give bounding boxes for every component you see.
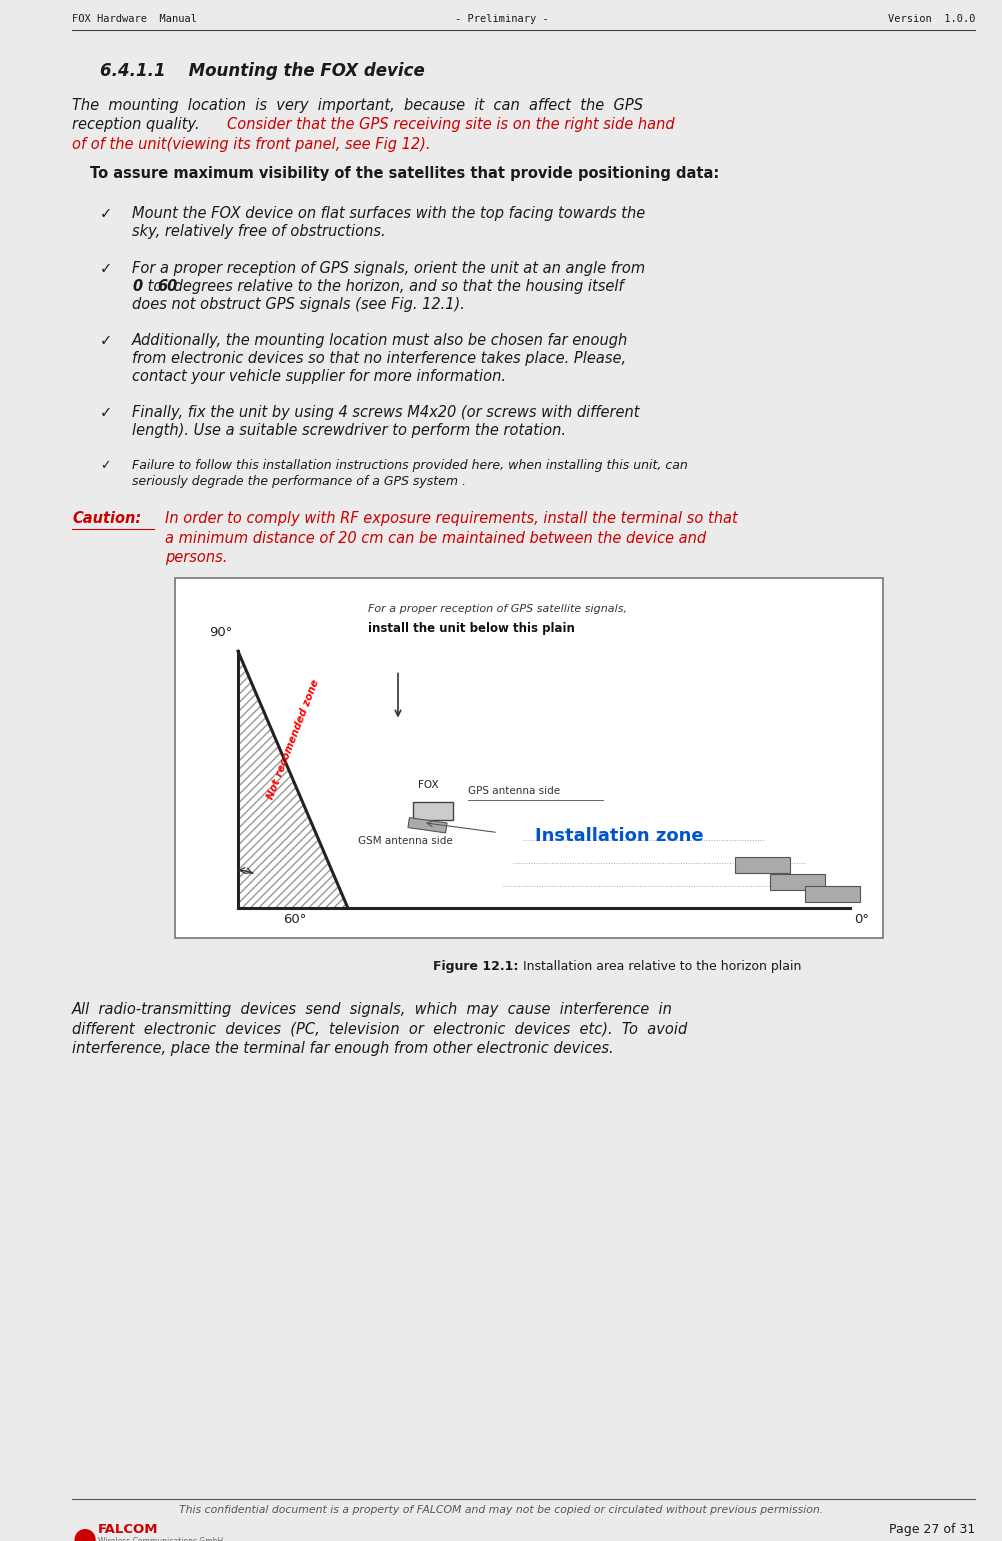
Text: For a proper reception of GPS signals, orient the unit at an angle from: For a proper reception of GPS signals, o… (132, 262, 644, 276)
Text: different  electronic  devices  (PC,  television  or  electronic  devices  etc).: different electronic devices (PC, televi… (72, 1022, 686, 1037)
Text: contact your vehicle supplier for more information.: contact your vehicle supplier for more i… (132, 370, 505, 384)
Text: 0: 0 (132, 279, 142, 294)
Text: FALCOM: FALCOM (98, 1523, 158, 1536)
Text: Figure 12.1:: Figure 12.1: (433, 960, 518, 974)
Text: 60: 60 (157, 279, 177, 294)
Text: Installation zone: Installation zone (534, 828, 702, 846)
Text: to: to (143, 279, 167, 294)
Text: seriously degrade the performance of a GPS system .: seriously degrade the performance of a G… (132, 475, 466, 488)
Text: persons.: persons. (165, 550, 227, 566)
Text: ●: ● (72, 1526, 96, 1541)
Text: GPS antenna side: GPS antenna side (468, 786, 559, 795)
Text: does not obstruct GPS signals (see Fig. 12.1).: does not obstruct GPS signals (see Fig. … (132, 297, 464, 313)
Text: reception quality.: reception quality. (72, 117, 204, 133)
Polygon shape (237, 652, 348, 908)
FancyBboxPatch shape (770, 874, 825, 891)
Text: 90°: 90° (209, 626, 232, 640)
Text: Mount the FOX device on flat surfaces with the top facing towards the: Mount the FOX device on flat surfaces wi… (132, 206, 644, 222)
Text: 60°: 60° (283, 914, 306, 926)
Text: length). Use a suitable screwdriver to perform the rotation.: length). Use a suitable screwdriver to p… (132, 424, 565, 438)
Text: Failure to follow this installation instructions provided here, when installing : Failure to follow this installation inst… (132, 459, 687, 472)
FancyBboxPatch shape (734, 857, 790, 874)
Text: In order to comply with RF exposure requirements, install the terminal so that: In order to comply with RF exposure requ… (165, 512, 737, 525)
Text: sky, relatively free of obstructions.: sky, relatively free of obstructions. (132, 225, 385, 239)
Text: Wireless Communications GmbH: Wireless Communications GmbH (98, 1536, 223, 1541)
Text: - Preliminary -: - Preliminary - (454, 14, 548, 25)
Text: This confidential document is a property of FALCOM and may not be copied or circ: This confidential document is a property… (179, 1506, 823, 1515)
Text: Installation area relative to the horizon plain: Installation area relative to the horizo… (511, 960, 801, 974)
Text: of of the unit(viewing its front panel, see Fig 12).: of of the unit(viewing its front panel, … (72, 137, 430, 153)
Text: For a proper reception of GPS satellite signals,: For a proper reception of GPS satellite … (368, 604, 626, 615)
Text: ✓: ✓ (100, 405, 112, 421)
Text: Finally, fix the unit by using 4 screws M4x20 (or screws with different: Finally, fix the unit by using 4 screws … (132, 405, 639, 421)
Bar (408, 818, 447, 832)
Text: Page 27 of 31: Page 27 of 31 (888, 1523, 974, 1536)
Text: install the unit below this plain: install the unit below this plain (368, 623, 574, 635)
FancyBboxPatch shape (174, 578, 882, 938)
Bar (413, 801, 453, 820)
Text: Not recomended zone: Not recomended zone (266, 678, 322, 800)
Text: 0°: 0° (853, 914, 868, 926)
Text: To assure maximum visibility of the satellites that provide positioning data:: To assure maximum visibility of the sate… (90, 166, 718, 182)
Text: The  mounting  location  is  very  important,  because  it  can  affect  the  GP: The mounting location is very important,… (72, 99, 642, 112)
Text: All  radio-transmitting  devices  send  signals,  which  may  cause  interferenc: All radio-transmitting devices send sign… (72, 1002, 672, 1017)
Text: 6.4.1.1    Mounting the FOX device: 6.4.1.1 Mounting the FOX device (100, 62, 424, 80)
Text: Additionally, the mounting location must also be chosen far enough: Additionally, the mounting location must… (132, 333, 627, 348)
Text: ✓: ✓ (100, 459, 110, 472)
FancyBboxPatch shape (805, 886, 859, 901)
Text: FOX: FOX (418, 780, 438, 789)
Text: FOX Hardware  Manual: FOX Hardware Manual (72, 14, 196, 25)
Text: ✓: ✓ (100, 333, 112, 348)
Text: ✓: ✓ (100, 206, 112, 222)
Text: degrees relative to the horizon, and so that the housing itself: degrees relative to the horizon, and so … (168, 279, 623, 294)
Text: Caution:: Caution: (72, 512, 141, 525)
Text: a minimum distance of 20 cm can be maintained between the device and: a minimum distance of 20 cm can be maint… (165, 530, 705, 546)
Text: ✓: ✓ (100, 262, 112, 276)
Text: Version  1.0.0: Version 1.0.0 (887, 14, 974, 25)
Text: from electronic devices so that no interference takes place. Please,: from electronic devices so that no inter… (132, 351, 625, 367)
Text: Consider that the GPS receiving site is on the right side hand: Consider that the GPS receiving site is … (226, 117, 674, 133)
Text: interference, place the terminal far enough from other electronic devices.: interference, place the terminal far eno… (72, 1042, 613, 1056)
Text: GSM antenna side: GSM antenna side (358, 835, 452, 846)
